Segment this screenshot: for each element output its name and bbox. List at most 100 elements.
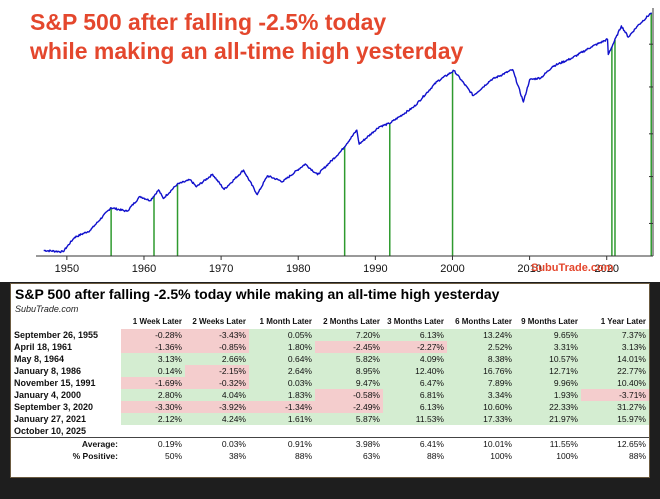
- row-date: November 15, 1991: [14, 378, 96, 388]
- percent-positive-row: % Positive: 50% 38% 88% 63% 88% 100% 100% 88%: [11, 450, 649, 462]
- table-cell: -3.43%: [185, 329, 249, 341]
- table-source: SubuTrade.com: [15, 304, 79, 314]
- table-cell: 12.71%: [515, 365, 581, 377]
- summary-cell: 38%: [185, 450, 249, 462]
- column-header-8: 1 Year Later: [600, 317, 646, 326]
- table-cell: -0.58%: [315, 389, 383, 401]
- table-cell: [315, 425, 383, 438]
- table-cell: -0.32%: [185, 377, 249, 389]
- table-row: September 26, 1955 -0.28% -3.43% 0.05% 7.20%…: [11, 329, 649, 341]
- table-cell: 14.01%: [581, 353, 649, 365]
- x-tick-label-1970: 1970: [209, 263, 233, 275]
- table-cell: 17.33%: [447, 413, 515, 425]
- summary-cell: 100%: [515, 450, 581, 462]
- x-axis-ticks: 1950 1960 1970 1980 1990 2000 2010 2020: [55, 256, 619, 275]
- table-cell: 10.57%: [515, 353, 581, 365]
- summary-label: % Positive:: [11, 450, 121, 462]
- table-cell: 31.27%: [581, 401, 649, 413]
- summary-cell: 12.65%: [581, 437, 649, 450]
- table-cell: 4.04%: [185, 389, 249, 401]
- table-row: November 15, 1991 -1.69% -0.32% 0.03% 9.47% 6…: [11, 377, 649, 389]
- summary-cell: 88%: [581, 450, 649, 462]
- row-date: September 26, 1955: [14, 330, 99, 340]
- summary-cell: 11.55%: [515, 437, 581, 450]
- x-tick-label-2000: 2000: [440, 263, 464, 275]
- table-cell: 1.93%: [515, 389, 581, 401]
- table-cell: 5.87%: [315, 413, 383, 425]
- table-cell: 2.64%: [249, 365, 315, 377]
- chart-title-line-2: while making an all-time high yesterday: [29, 38, 464, 64]
- sp500-series-line: [43, 12, 653, 254]
- x-tick-label-1990: 1990: [363, 263, 387, 275]
- table-header-row: 1 Week Later 2 Weeks Later 1 Month Later 2 …: [11, 315, 649, 329]
- row-date: September 3, 2020: [14, 402, 94, 412]
- table-row: January 4, 2000 2.80% 4.04% 1.83% -0.58% 6.81…: [11, 389, 649, 401]
- table-cell: 7.20%: [315, 329, 383, 341]
- table-body: September 26, 1955 -0.28% -3.43% 0.05% 7.20%…: [11, 329, 649, 462]
- table-cell: 3.13%: [121, 353, 185, 365]
- table-cell: 1.80%: [249, 341, 315, 353]
- row-date: October 10, 2025: [14, 426, 87, 436]
- table-cell: -3.71%: [581, 389, 649, 401]
- table-cell: 8.95%: [315, 365, 383, 377]
- table-cell: 6.13%: [383, 401, 447, 413]
- table-cell: [581, 425, 649, 438]
- summary-cell: 0.03%: [185, 437, 249, 450]
- table-cell: 10.60%: [447, 401, 515, 413]
- table-cell: [383, 425, 447, 438]
- summary-cell: 88%: [249, 450, 315, 462]
- column-header-4: 2 Months Later: [323, 317, 380, 326]
- table-cell: 2.12%: [121, 413, 185, 425]
- table-cell: 7.89%: [447, 377, 515, 389]
- table-cell: 21.97%: [515, 413, 581, 425]
- table-cell: 6.81%: [383, 389, 447, 401]
- table-cell: -2.45%: [315, 341, 383, 353]
- table-cell: [515, 425, 581, 438]
- table-cell: 22.33%: [515, 401, 581, 413]
- summary-cell: 10.01%: [447, 437, 515, 450]
- table-cell: [249, 425, 315, 438]
- table-row: January 27, 2021 2.12% 4.24% 1.61% 5.87% 11.5…: [11, 413, 649, 425]
- header-date-column: [11, 315, 121, 329]
- table-row: January 8, 1986 0.14% -2.15% 2.64% 8.95% 12.4…: [11, 365, 649, 377]
- table-cell: 16.76%: [447, 365, 515, 377]
- table-cell: [121, 425, 185, 438]
- table-row: April 18, 1961 -1.36% -0.85% 1.80% -2.45% -2.…: [11, 341, 649, 353]
- x-tick-label-1950: 1950: [55, 263, 79, 275]
- forward-returns-table: 1 Week Later 2 Weeks Later 1 Month Later 2 …: [11, 315, 649, 462]
- row-date: January 27, 2021: [14, 414, 87, 424]
- table-cell: 0.05%: [249, 329, 315, 341]
- table-title: S&P 500 after falling -2.5% today while …: [15, 286, 500, 302]
- table-cell: 3.34%: [447, 389, 515, 401]
- table-row: October 10, 2025: [11, 425, 649, 438]
- table-cell: 0.03%: [249, 377, 315, 389]
- column-header-7: 9 Months Later: [521, 317, 578, 326]
- summary-cell: 0.19%: [121, 437, 185, 450]
- right-axis-ticks: [649, 43, 653, 224]
- table-cell: 10.40%: [581, 377, 649, 389]
- sp500-line-chart: 1950 1960 1970 1980 1990 2000 2010 2020 S&P 500…: [29, 8, 654, 275]
- table-cell: 4.09%: [383, 353, 447, 365]
- table-cell: [185, 425, 249, 438]
- table-cell: 6.47%: [383, 377, 447, 389]
- table-cell: 9.47%: [315, 377, 383, 389]
- x-tick-label-1960: 1960: [132, 263, 156, 275]
- table-cell: -3.30%: [121, 401, 185, 413]
- summary-cell: 88%: [383, 450, 447, 462]
- table-cell: -1.34%: [249, 401, 315, 413]
- forward-returns-table-panel: S&P 500 after falling -2.5% today while …: [10, 283, 650, 478]
- column-header-1: 1 Week Later: [132, 317, 182, 326]
- summary-label: Average:: [11, 437, 121, 450]
- table-cell: 9.96%: [515, 377, 581, 389]
- table-cell: 6.13%: [383, 329, 447, 341]
- x-tick-label-1980: 1980: [286, 263, 310, 275]
- x-tick-label-2020: 2020: [594, 263, 618, 275]
- table-cell: 1.61%: [249, 413, 315, 425]
- table-cell: 4.24%: [185, 413, 249, 425]
- table-cell: 13.24%: [447, 329, 515, 341]
- x-tick-label-2010: 2010: [517, 263, 541, 275]
- event-marker-group: [110, 12, 652, 256]
- table-cell: 0.64%: [249, 353, 315, 365]
- table-cell: 3.13%: [581, 341, 649, 353]
- table-cell: 12.40%: [383, 365, 447, 377]
